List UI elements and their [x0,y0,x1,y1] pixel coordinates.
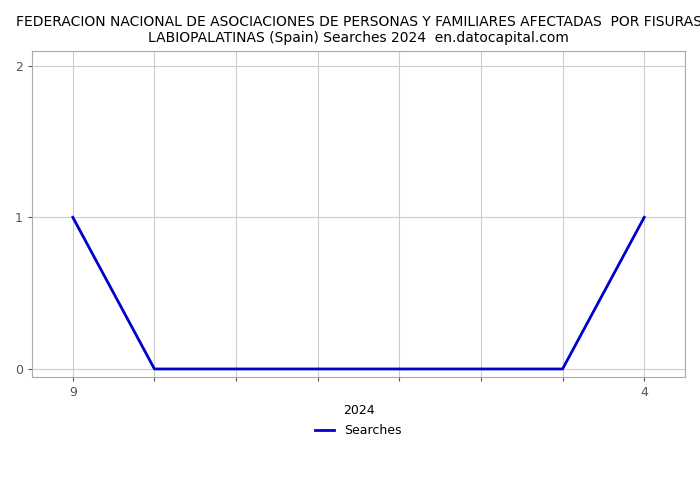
Searches [395,366,403,372]
Searches [232,366,240,372]
Searches [559,366,567,372]
Searches [150,366,159,372]
Searches [640,214,648,220]
Searches [477,366,485,372]
Legend: Searches: Searches [310,419,407,442]
Searches [69,214,77,220]
Title: FEDERACION NACIONAL DE ASOCIACIONES DE PERSONAS Y FAMILIARES AFECTADAS  POR FISU: FEDERACION NACIONAL DE ASOCIACIONES DE P… [15,15,700,45]
X-axis label: 2024: 2024 [343,404,374,417]
Line: Searches: Searches [73,218,644,369]
Searches [314,366,322,372]
